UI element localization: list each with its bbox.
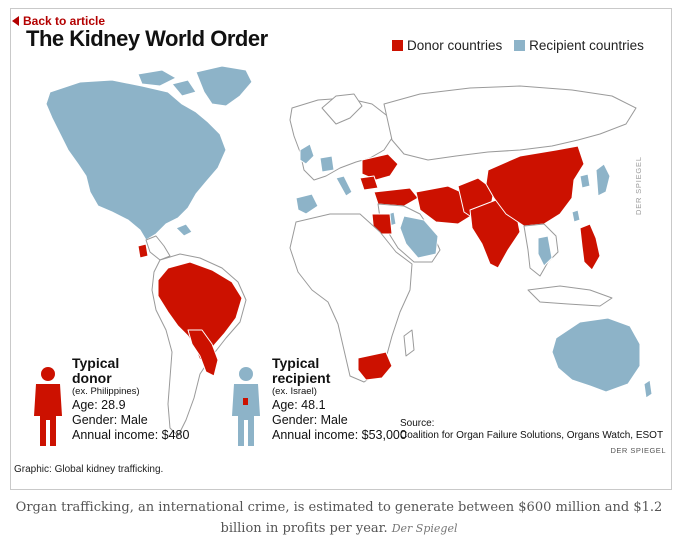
graphic-caption: Graphic: Global kidney trafficking. — [14, 464, 164, 475]
russia — [383, 85, 637, 161]
source-label: Source: — [400, 418, 435, 429]
recipient-swatch — [514, 40, 526, 51]
europe — [289, 97, 393, 181]
typical-donor: Typical donor (ex. Philippines) Age: 28.… — [72, 356, 189, 443]
donor-age: Age: 28.9 — [72, 398, 126, 412]
back-to-article-link[interactable]: Back to article — [12, 14, 105, 28]
recipient-income: Annual income: $53,000 — [272, 428, 407, 442]
donor-person-icon — [34, 367, 62, 446]
source-note: Source: Coalition for Organ Failure Solu… — [400, 418, 663, 442]
recipient-heading-1: Typical — [272, 355, 320, 371]
article-caption: Organ trafficking, an international crim… — [0, 497, 678, 539]
legend-recipient-label: Recipient countries — [529, 38, 644, 53]
map-legend: Donor countries Recipient countries — [392, 38, 652, 53]
credit-der-spiegel: DER SPIEGEL — [610, 446, 666, 455]
typical-recipient: Typical recipient (ex. Israel) Age: 48.1… — [272, 356, 407, 443]
central-america-donor — [137, 243, 149, 259]
credit-vertical: DER SPIEGEL — [634, 156, 643, 215]
donor-heading-1: Typical — [72, 355, 120, 371]
taiwan-recipient — [571, 209, 581, 223]
legend-recipient: Recipient countries — [514, 38, 644, 53]
world-map — [34, 65, 653, 446]
legend-donor: Donor countries — [392, 38, 502, 53]
china-donor — [485, 145, 585, 227]
japan-recipient — [595, 163, 611, 197]
donor-heading-2: donor — [72, 370, 112, 386]
greenland — [195, 65, 253, 107]
australia-recipient — [551, 317, 641, 393]
infographic-title: The Kidney World Order — [26, 26, 268, 51]
donor-gender: Gender: Male — [72, 413, 148, 427]
iberia-recipient — [295, 193, 319, 215]
donor-example: (ex. Philippines) — [72, 386, 140, 397]
south-africa-donor — [357, 351, 393, 381]
donor-income: Annual income: $480 — [72, 428, 190, 442]
recipient-heading-2: recipient — [272, 370, 331, 386]
nz-recipient — [643, 379, 653, 399]
turkey-donor — [373, 187, 419, 207]
saudi-recipient — [399, 215, 439, 259]
recipient-age: Age: 48.1 — [272, 398, 326, 412]
source-text: Coalition for Organ Failure Solutions, O… — [400, 430, 664, 441]
moldova-ukraine-donor — [361, 153, 399, 181]
caption-text: Organ trafficking, an international crim… — [15, 500, 663, 536]
italy-recipient — [335, 175, 353, 197]
caribbean-recipient — [175, 223, 193, 237]
legend-donor-label: Donor countries — [407, 38, 503, 53]
korea-recipient — [579, 173, 591, 189]
donor-swatch — [392, 40, 403, 51]
malaysia-recipient — [537, 235, 553, 267]
philippines-donor — [579, 223, 601, 271]
recipient-person-icon — [232, 367, 260, 446]
back-link-label: Back to article — [23, 14, 106, 28]
recipient-example: (ex. Israel) — [272, 386, 317, 397]
germany-recipient — [319, 155, 335, 173]
uk-recipient — [299, 143, 315, 165]
bolivia-donor — [187, 329, 219, 377]
iraq-iran-donor — [415, 185, 475, 225]
north-america — [45, 79, 227, 241]
caption-source: Der Spiegel — [391, 522, 458, 535]
romania-donor — [359, 175, 379, 191]
triangle-left-icon — [12, 16, 19, 26]
recipient-gender: Gender: Male — [272, 413, 348, 427]
